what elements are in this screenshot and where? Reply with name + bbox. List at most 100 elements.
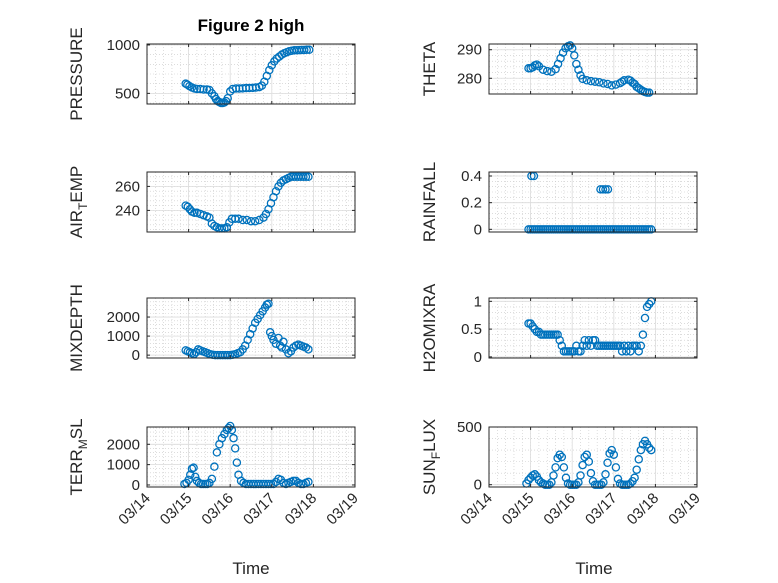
- data-point: [238, 215, 247, 225]
- data-point: [264, 299, 273, 308]
- axes-background: [489, 172, 697, 232]
- data-point: [251, 83, 261, 92]
- y-tick-label: 2000: [107, 436, 140, 453]
- data-point: [545, 480, 554, 489]
- axes-background: [147, 172, 355, 232]
- data-point: [547, 67, 556, 76]
- data-point: [191, 472, 200, 482]
- data-point: [558, 48, 568, 57]
- data-point: [599, 79, 608, 88]
- y-tick-label: 0: [474, 221, 482, 238]
- axes-background: [147, 298, 355, 358]
- y-tick-label: 280: [457, 70, 482, 87]
- y-tick-label: 260: [115, 178, 140, 195]
- data-point: [189, 463, 198, 472]
- y-tick-label: 0.2: [461, 195, 482, 212]
- data-point: [609, 450, 619, 459]
- data-point: [304, 477, 313, 487]
- y-tick-label: 0: [132, 347, 140, 364]
- data-point: [607, 445, 616, 455]
- data-point: [572, 59, 581, 69]
- data-point: [227, 425, 237, 435]
- data-point: [559, 463, 569, 472]
- data-point: [584, 335, 594, 345]
- data-point: [246, 216, 256, 226]
- data-point: [603, 79, 612, 89]
- axes-box: [488, 43, 698, 95]
- data-point: [634, 455, 644, 464]
- y-tick-label: 1000: [107, 457, 140, 474]
- data-point: [640, 313, 650, 323]
- data-point: [582, 341, 592, 351]
- data-point: [630, 473, 639, 483]
- axes-box: [488, 426, 698, 488]
- y-tick-label: 0: [132, 477, 140, 494]
- y-axis-label: MIXDEPTH: [67, 284, 86, 372]
- data-point: [601, 185, 610, 194]
- y-tick-label: 1: [474, 293, 482, 310]
- data-point: [222, 222, 232, 232]
- subplot-2: 280 290 THETA: [420, 41, 698, 97]
- data-point: [304, 172, 313, 182]
- data-point: [594, 78, 604, 87]
- data-point: [304, 45, 314, 55]
- data-point: [530, 470, 540, 479]
- axes-background: [147, 427, 355, 487]
- data-point: [580, 335, 589, 345]
- y-tick-label: 1000: [107, 328, 140, 345]
- subplot-4: 0 0.2 0.4 RAINFALL: [420, 162, 698, 242]
- data-point: [578, 341, 587, 351]
- axes-background: [489, 298, 697, 358]
- subplot-3: 240 260 AIRTEMP: [67, 166, 356, 239]
- data-point: [304, 345, 313, 354]
- data-point: [190, 208, 199, 218]
- data-point: [582, 76, 592, 85]
- data-point: [597, 480, 606, 489]
- data-point: [269, 479, 278, 489]
- data-point: [576, 471, 585, 480]
- data-point: [542, 66, 552, 76]
- axes-box: [146, 426, 356, 488]
- x-axis-label-right: Time: [575, 559, 612, 578]
- y-axis-label: AIRTEMP: [67, 166, 90, 239]
- axes-background: [489, 44, 697, 94]
- y-axis-label: TERRMSL: [67, 418, 90, 495]
- data-point: [624, 341, 633, 351]
- data-point: [184, 475, 193, 485]
- data-point: [561, 473, 571, 483]
- data-point: [242, 215, 252, 225]
- data-point: [551, 64, 560, 74]
- y-tick-label: 500: [115, 85, 140, 102]
- axes-box: [146, 43, 356, 105]
- data-point: [586, 341, 596, 351]
- data-point: [572, 341, 581, 351]
- data-point: [619, 76, 629, 85]
- data-point: [598, 185, 608, 194]
- data-point: [229, 433, 238, 443]
- y-axis-label: SUNFLUX: [420, 419, 443, 495]
- data-point: [301, 343, 311, 352]
- data-point: [284, 348, 293, 358]
- y-axis-label: PRESSURE: [67, 27, 86, 121]
- data-point: [524, 475, 533, 485]
- data-point: [250, 216, 260, 226]
- data-point: [646, 225, 656, 234]
- data-point: [301, 172, 311, 182]
- data-point: [578, 460, 587, 470]
- data-point: [615, 341, 625, 351]
- data-point: [271, 186, 281, 196]
- data-point: [634, 347, 644, 356]
- axes-box: [488, 171, 698, 233]
- y-tick-label: 2000: [107, 309, 140, 326]
- data-point: [186, 470, 195, 480]
- data-point: [255, 215, 264, 225]
- data-point: [590, 335, 600, 345]
- data-point: [644, 443, 654, 453]
- data-point: [574, 65, 583, 74]
- data-point: [580, 452, 589, 462]
- y-axis-label: H2OMIXRA: [420, 283, 439, 372]
- axes-box: [146, 297, 356, 359]
- data-point: [622, 347, 631, 356]
